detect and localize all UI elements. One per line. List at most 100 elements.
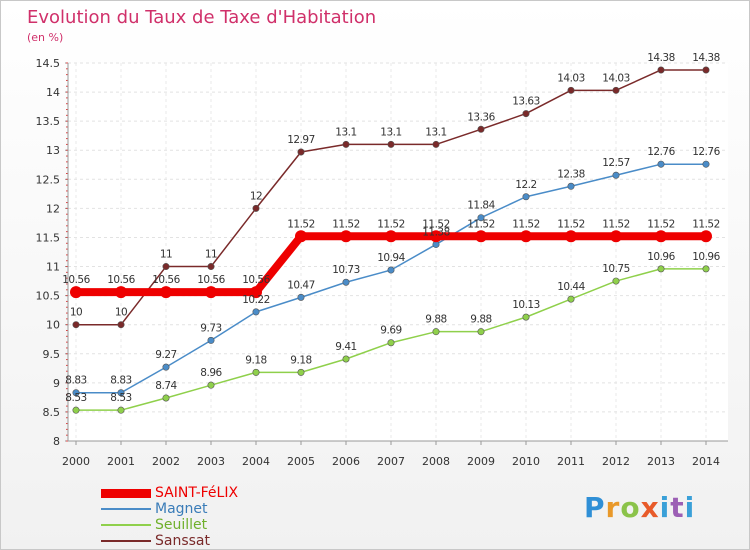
data-label: 8.74: [155, 380, 177, 392]
x-tick-label: 2003: [197, 455, 225, 468]
data-point: [387, 140, 395, 148]
data-point: [702, 66, 710, 74]
data-point: [567, 182, 575, 190]
data-label: 13.63: [512, 96, 540, 108]
data-point: [252, 204, 260, 212]
data-point: [297, 293, 305, 301]
data-label: 14.03: [602, 72, 630, 84]
data-point: [700, 230, 712, 243]
data-point: [117, 406, 125, 414]
data-label: 10.56: [62, 274, 90, 286]
data-point: [522, 193, 530, 201]
data-label: 9.88: [425, 314, 446, 326]
data-label: 9.73: [200, 322, 221, 334]
data-label: 8.53: [110, 392, 131, 404]
legend-swatch: [101, 488, 151, 498]
data-label: 10.13: [512, 299, 540, 311]
legend-swatch: [101, 524, 151, 526]
data-label: 10: [70, 307, 82, 319]
data-point: [297, 148, 305, 156]
data-label: 9.27: [155, 349, 176, 361]
data-label: 12.97: [287, 134, 315, 146]
data-label: 13.1: [380, 126, 401, 138]
y-tick-label: 8: [53, 435, 60, 448]
data-label: 10.56: [197, 274, 225, 286]
y-tick-label: 14.5: [36, 57, 61, 70]
data-label: 9.41: [335, 341, 356, 353]
data-point: [162, 363, 170, 371]
data-point: [702, 265, 710, 273]
data-point: [252, 308, 260, 316]
x-tick-label: 2000: [62, 455, 90, 468]
y-tick-label: 14: [46, 86, 60, 99]
data-point: [477, 328, 485, 336]
x-tick-label: 2001: [107, 455, 135, 468]
data-label: 10.47: [287, 279, 315, 291]
data-label: 10.56: [242, 274, 270, 286]
x-tick-label: 2014: [692, 455, 720, 468]
data-point: [115, 286, 127, 299]
data-label: 11.52: [647, 218, 675, 230]
x-tick-label: 2005: [287, 455, 315, 468]
data-label: 10.75: [602, 263, 630, 275]
data-label: 11: [160, 249, 172, 261]
data-label: 11.52: [377, 218, 405, 230]
data-point: [565, 230, 577, 243]
x-tick-label: 2010: [512, 455, 540, 468]
x-tick-label: 2007: [377, 455, 405, 468]
data-point: [387, 339, 395, 347]
data-label: 10.96: [692, 251, 720, 263]
y-tick-label: 8.5: [43, 406, 61, 419]
data-label: 9.69: [380, 325, 401, 337]
legend-label: Sanssat: [155, 533, 210, 549]
x-tick-label: 2011: [557, 455, 585, 468]
data-point: [702, 160, 710, 168]
legend-label: Seuillet: [155, 517, 208, 533]
data-point: [520, 230, 532, 243]
data-point: [342, 355, 350, 363]
data-point: [522, 110, 530, 118]
data-label: 10.44: [557, 281, 585, 293]
y-tick-label: 11: [46, 261, 60, 274]
data-point: [657, 265, 665, 273]
data-label: 10: [115, 307, 127, 319]
data-label: 12.38: [557, 168, 585, 180]
y-tick-label: 12.5: [36, 173, 61, 186]
y-tick-label: 13: [46, 144, 60, 157]
y-tick-label: 9: [53, 377, 60, 390]
data-label: 8.96: [200, 367, 222, 379]
data-label: 12: [250, 190, 262, 202]
legend-item: Seuillet: [101, 517, 238, 533]
data-label: 11.52: [602, 218, 630, 230]
data-label: 12.76: [647, 146, 675, 158]
data-label: 8.83: [65, 375, 86, 387]
data-label: 11.52: [467, 218, 495, 230]
data-point: [72, 321, 80, 329]
data-point: [252, 368, 260, 376]
y-tick-label: 13.5: [36, 115, 61, 128]
data-point: [295, 230, 307, 243]
data-point: [117, 389, 125, 397]
legend-item: Magnet: [101, 501, 238, 517]
data-label: 12.57: [602, 157, 630, 169]
data-label: 14.38: [647, 52, 675, 64]
data-point: [477, 125, 485, 133]
data-label: 11.52: [287, 218, 315, 230]
data-label: 8.53: [65, 392, 86, 404]
data-point: [477, 214, 485, 222]
data-label: 10.73: [332, 264, 360, 276]
data-point: [432, 328, 440, 336]
data-point: [340, 230, 352, 243]
data-label: 12.2: [515, 179, 536, 191]
x-tick-label: 2009: [467, 455, 495, 468]
data-point: [205, 286, 217, 299]
data-point: [70, 286, 82, 299]
plot-area: [68, 63, 728, 441]
data-label: 10.96: [647, 251, 675, 263]
y-tick-label: 11.5: [36, 231, 61, 244]
data-point: [612, 171, 620, 179]
legend-item: Sanssat: [101, 533, 238, 549]
data-point: [342, 140, 350, 148]
x-tick-label: 2002: [152, 455, 180, 468]
x-tick-label: 2013: [647, 455, 675, 468]
